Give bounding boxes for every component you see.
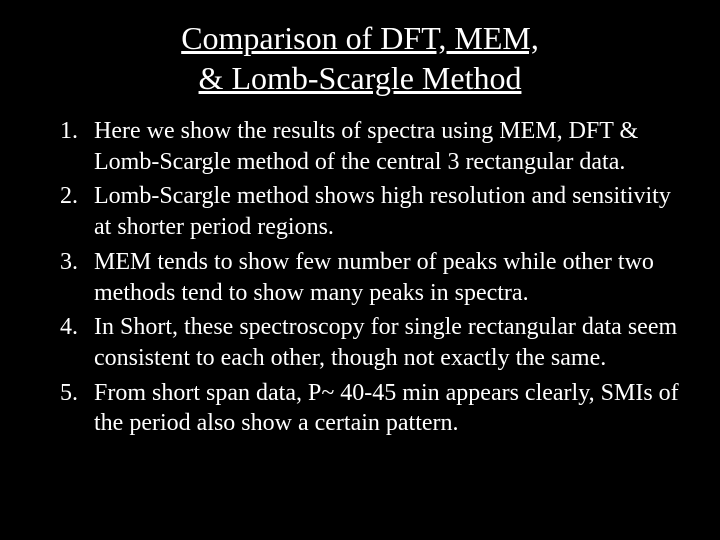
list-item-text: Lomb-Scargle method shows high resolutio…	[94, 183, 671, 240]
slide-container: Comparison of DFT, MEM, & Lomb-Scargle M…	[0, 0, 720, 540]
list-item: Here we show the results of spectra usin…	[84, 116, 682, 177]
list-item-text: Here we show the results of spectra usin…	[94, 118, 638, 175]
title-line-1: Comparison of DFT, MEM,	[181, 20, 539, 56]
list-item-text: MEM tends to show few number of peaks wh…	[94, 249, 654, 306]
list-item-text: From short span data, P~ 40-45 min appea…	[94, 380, 679, 437]
list-item: MEM tends to show few number of peaks wh…	[84, 247, 682, 308]
list-item: Lomb-Scargle method shows high resolutio…	[84, 181, 682, 242]
title-line-2: & Lomb-Scargle Method	[199, 60, 522, 96]
list-item: From short span data, P~ 40-45 min appea…	[84, 378, 682, 439]
numbered-list: Here we show the results of spectra usin…	[38, 116, 682, 439]
list-item-text: In Short, these spectroscopy for single …	[94, 314, 677, 371]
list-item: In Short, these spectroscopy for single …	[84, 312, 682, 373]
slide-title: Comparison of DFT, MEM, & Lomb-Scargle M…	[38, 18, 682, 98]
